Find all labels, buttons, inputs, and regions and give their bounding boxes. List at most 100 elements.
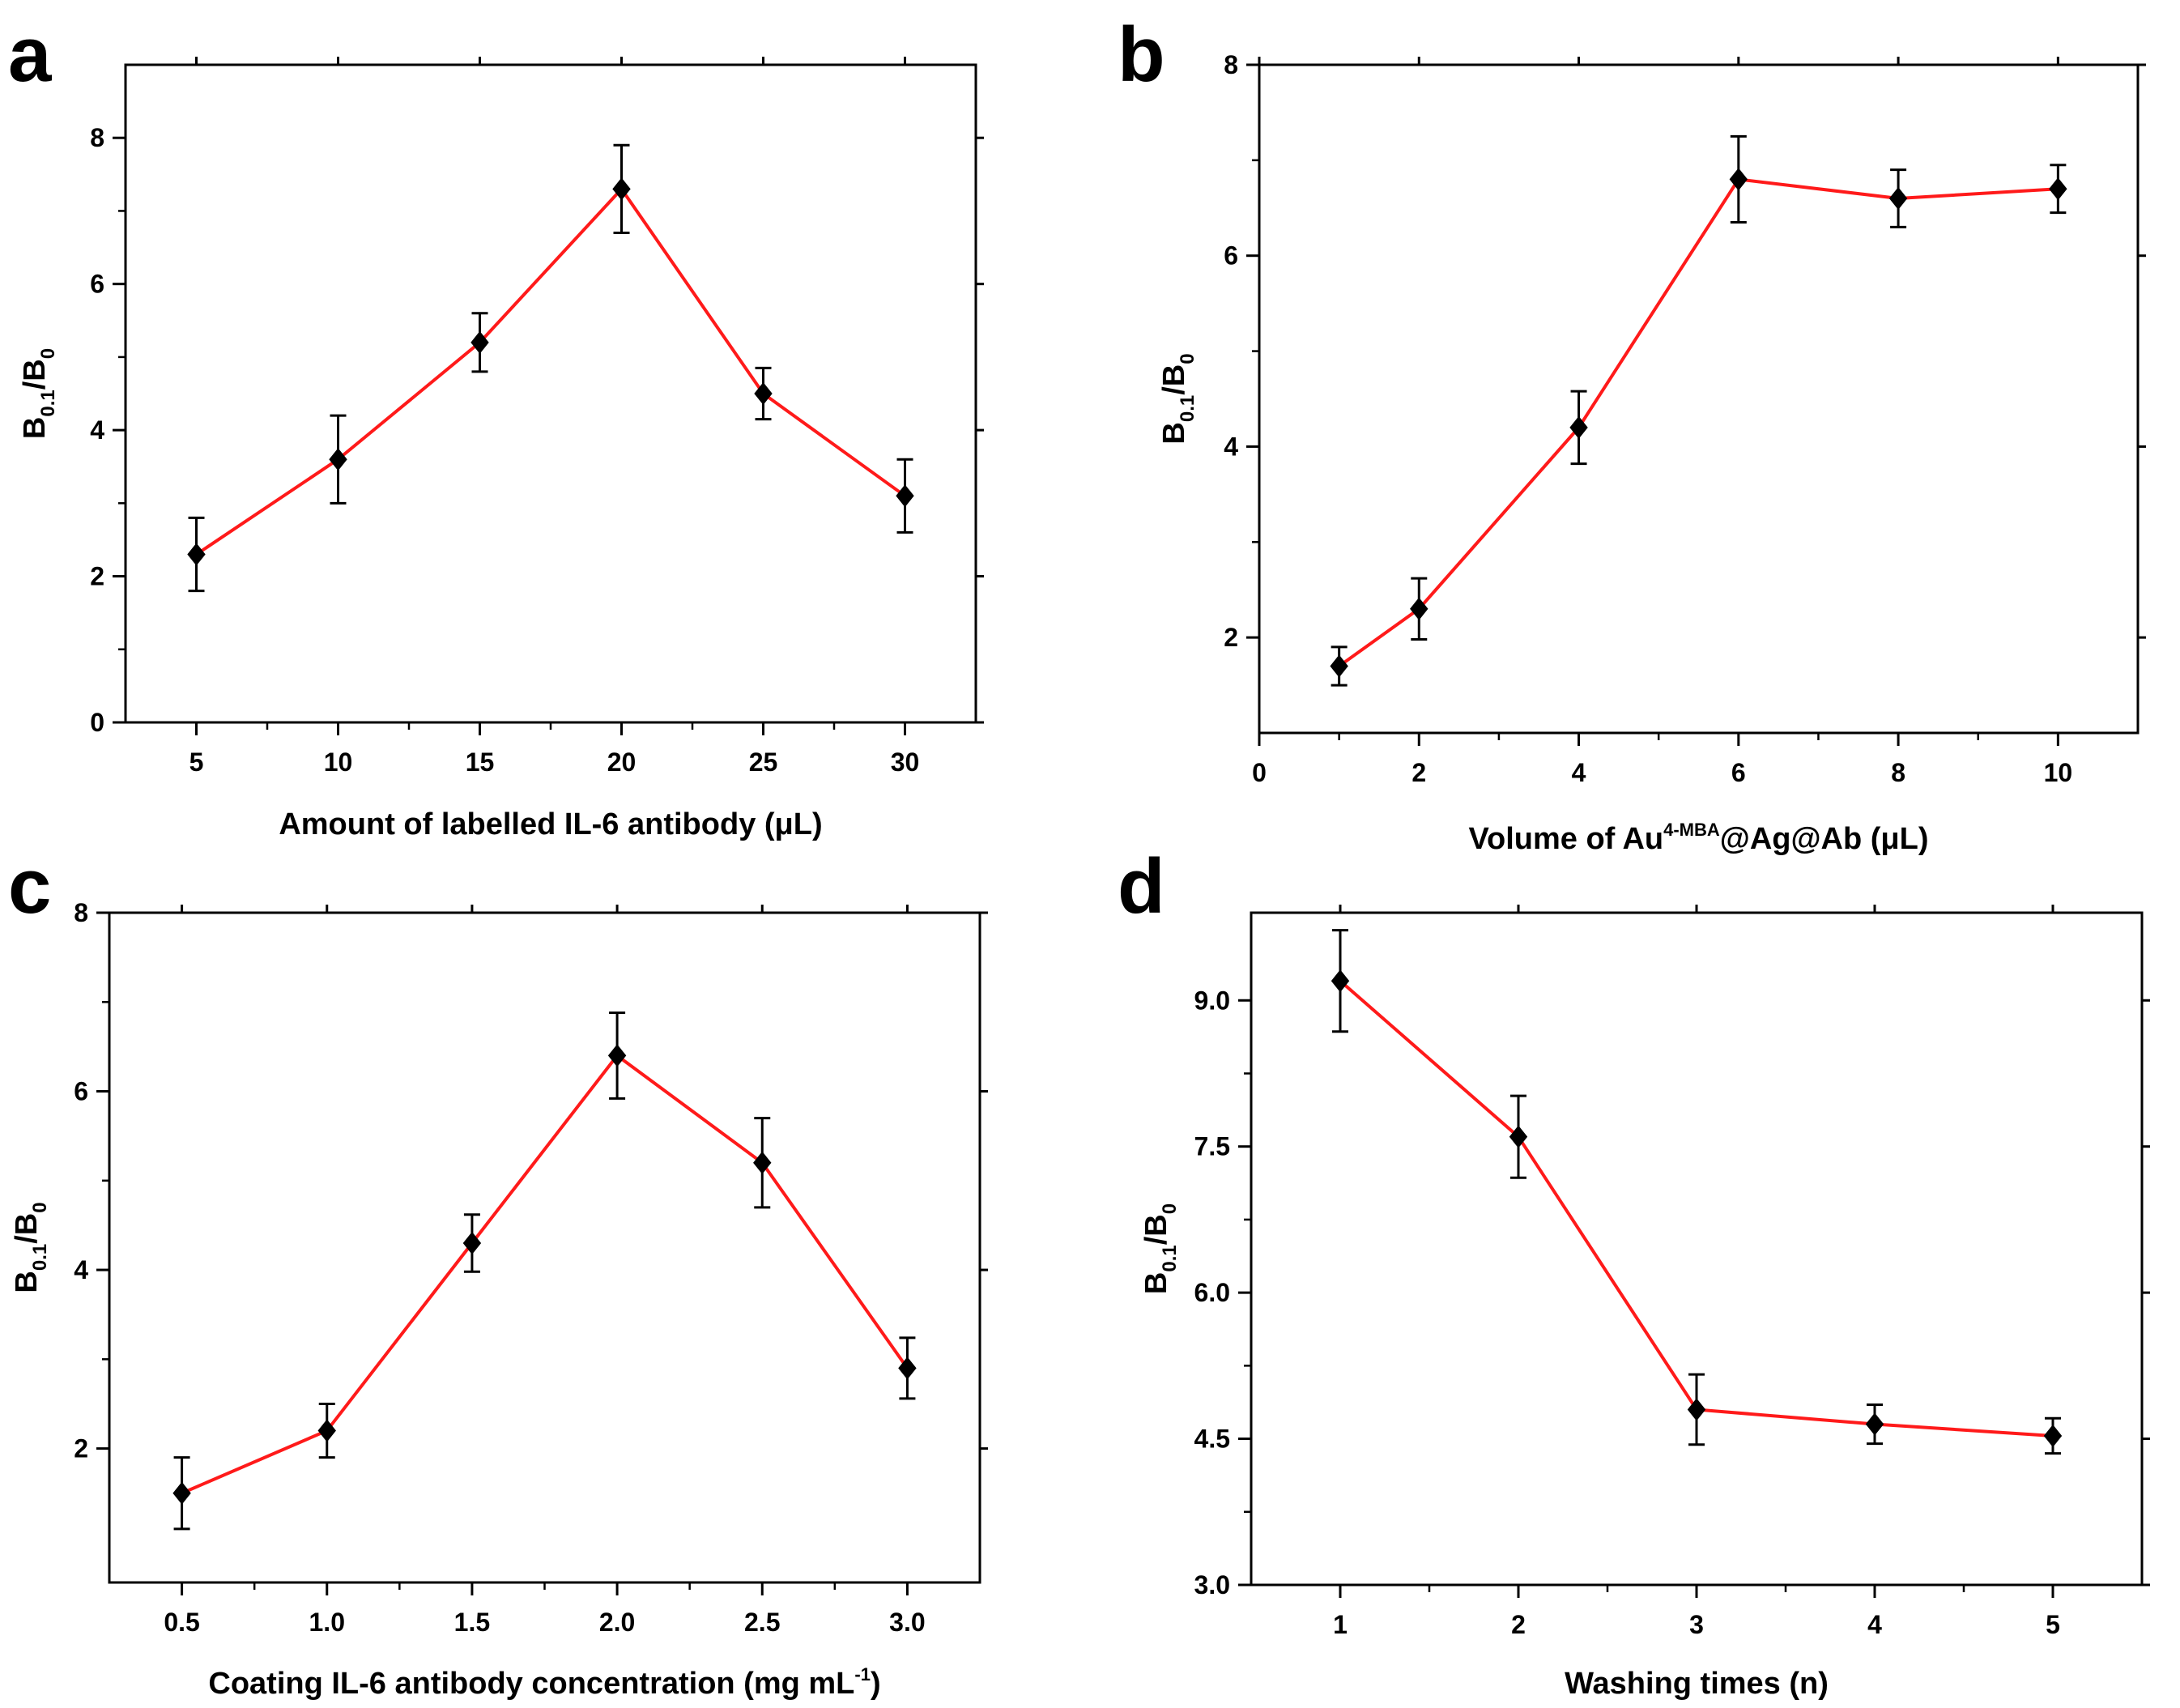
x-tick-label: 15 [466, 748, 495, 777]
data-point-marker [1331, 969, 1350, 993]
y-axis-label-main: B [1139, 1272, 1173, 1294]
chart-panel-a: a 5 10 15 20 25 30 0 2 4 6 8 Amount of labelled IL-6… [8, 11, 984, 841]
y-tick-label: 2 [1224, 623, 1238, 652]
y-tick-label: 4 [90, 415, 104, 445]
plot-frame [1258, 63, 2140, 735]
data-point-marker [1687, 1398, 1706, 1421]
series-line [1338, 177, 2059, 668]
x-tick-label: 1.0 [309, 1608, 345, 1637]
y-tick-label: 4 [74, 1255, 88, 1284]
y-tick-label: 8 [74, 898, 88, 927]
x-tick-label: 2.0 [599, 1608, 635, 1637]
y-tick-label: 8 [1224, 50, 1238, 79]
y-axis-label-mid: /B [10, 1213, 44, 1244]
y-axis-label-subscript: 0.1 [29, 1244, 51, 1271]
x-tick-label: 2 [1511, 1610, 1526, 1639]
data-point-marker [187, 543, 206, 566]
data-point-marker [1509, 1125, 1528, 1148]
y-tick-label: 6 [90, 270, 104, 299]
series-line [1339, 979, 2054, 1438]
x-tick-label: 3 [1689, 1610, 1704, 1639]
x-axis-label: Amount of labelled IL-6 antibody (μL) [279, 807, 822, 841]
y-axis-label-mid: /B [1139, 1214, 1173, 1245]
y-tick-label: 2 [90, 562, 104, 591]
y-tick-label: 7.5 [1194, 1132, 1230, 1161]
panel-label: b [1118, 11, 1165, 98]
y-axis-label: B0.1/B0 [10, 1202, 51, 1293]
y-tick-label: 8 [90, 123, 104, 152]
y-axis-label-subscript-2: 0 [1177, 353, 1199, 364]
x-tick-label: 2 [1411, 758, 1426, 787]
x-tick-label: 6 [1731, 758, 1746, 787]
x-axis-label-text: Coating IL-6 antibody concentration (mg … [208, 1667, 854, 1701]
y-axis-label-subscript: 0.1 [37, 390, 59, 416]
y-axis-label-main: B [18, 417, 52, 439]
y-tick-label: 4.5 [1194, 1425, 1230, 1454]
data-point-marker [896, 484, 914, 508]
data-point-marker [1865, 1412, 1884, 1436]
y-axis-label-subscript: 0.1 [1177, 395, 1199, 422]
data-point-marker [317, 1419, 336, 1442]
y-axis-label-mid: /B [1157, 364, 1191, 395]
x-axis-label: Volume of Au4-MBA@Ag@Ab (μL) [1468, 820, 1928, 856]
data-point-marker [329, 448, 347, 471]
y-axis-label-subscript-2: 0 [37, 348, 59, 359]
panel-label: c [8, 843, 51, 930]
data-point-marker [753, 1151, 772, 1174]
y-tick-label: 9.0 [1194, 986, 1230, 1015]
x-tick-label: 0 [1252, 758, 1267, 787]
data-point-marker [1330, 654, 1348, 678]
y-axis-label-mid: /B [18, 359, 52, 390]
y-tick-label: 6.0 [1194, 1278, 1230, 1307]
y-tick-label: 0 [90, 708, 104, 737]
data-point-marker [2049, 177, 2067, 201]
x-tick-label: 2.5 [744, 1608, 780, 1637]
x-axis-label-superscript: -1 [854, 1664, 871, 1685]
x-tick-label: 0.5 [164, 1608, 199, 1637]
chart-panel-c: c 0.5 1.0 1.5 2.0 2.5 3.0 2 4 6 8 Coating IL-6 anti… [8, 843, 988, 1701]
y-axis-label-subscript-2: 0 [1159, 1203, 1181, 1214]
data-point-marker [172, 1481, 191, 1505]
x-axis-label: Coating IL-6 antibody concentration (mg … [208, 1664, 880, 1701]
x-tick-label: 8 [1891, 758, 1905, 787]
x-tick-label: 4 [1867, 1610, 1882, 1639]
data-point-marker [1410, 597, 1428, 620]
data-point-marker [612, 177, 631, 201]
y-axis-label-main: B [1157, 422, 1191, 444]
y-axis-label: B0.1/B0 [1139, 1203, 1181, 1294]
x-tick-label: 25 [749, 748, 778, 777]
data-point-marker [898, 1357, 917, 1380]
y-axis-label-subscript-2: 0 [29, 1202, 51, 1212]
x-axis-label-text-end: @Ag@Ab (μL) [1720, 822, 1929, 856]
x-tick-label: 10 [324, 748, 353, 777]
series-line [181, 1053, 909, 1495]
data-point-marker [1729, 168, 1748, 191]
x-tick-label: 20 [607, 748, 637, 777]
data-point-marker [754, 382, 773, 405]
y-tick-label: 2 [74, 1434, 88, 1463]
x-tick-label: 3.0 [889, 1608, 925, 1637]
data-point-marker [1888, 187, 1908, 210]
y-axis-label: B0.1/B0 [18, 348, 59, 439]
x-tick-label: 5 [189, 748, 204, 777]
y-tick-label: 3.0 [1194, 1570, 1230, 1599]
data-point-marker [470, 330, 489, 354]
y-tick-label: 6 [1224, 241, 1238, 270]
data-point-marker [1569, 415, 1588, 439]
data-point-marker [2043, 1424, 2063, 1447]
data-point-marker [462, 1231, 482, 1254]
x-tick-label: 10 [2044, 758, 2073, 787]
data-point-marker [607, 1044, 627, 1067]
series-line [195, 186, 906, 556]
x-axis-label-text: Volume of Au [1468, 822, 1663, 856]
y-axis-label-main: B [10, 1271, 44, 1293]
x-tick-label: 4 [1572, 758, 1586, 787]
plot-frame [124, 63, 977, 724]
plot-frame [1250, 911, 2144, 1587]
x-tick-label: 5 [2046, 1610, 2060, 1639]
x-axis-label-text-end: ) [871, 1667, 881, 1701]
panel-label: a [8, 11, 52, 98]
y-axis-label: B0.1/B0 [1157, 353, 1199, 444]
